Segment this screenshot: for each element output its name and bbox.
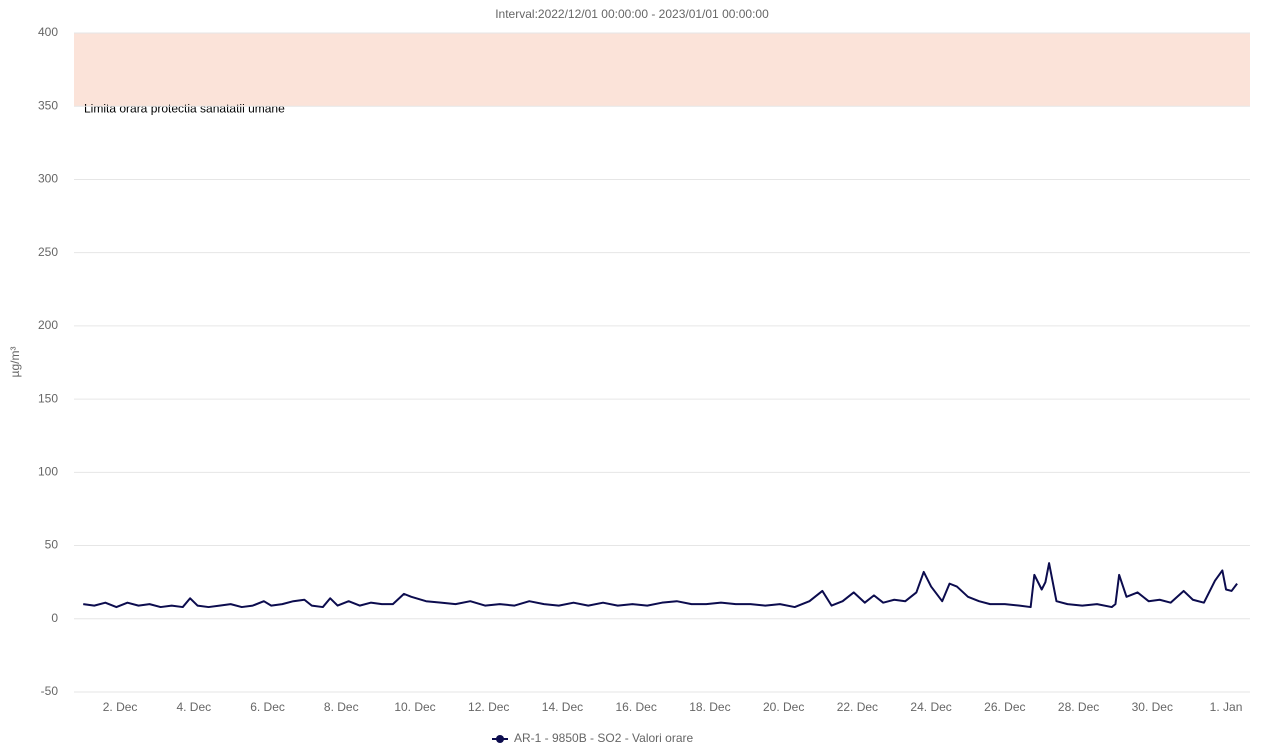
x-tick-label: 4. Dec xyxy=(176,700,211,714)
plot-band xyxy=(74,33,1250,107)
x-tick-label: 10. Dec xyxy=(394,700,435,714)
x-tick-label: 18. Dec xyxy=(689,700,730,714)
y-tick-label: 100 xyxy=(38,465,58,479)
y-tick-label: -50 xyxy=(41,684,59,698)
legend-label: AR-1 - 9850B - SO2 - Valori orare xyxy=(514,731,694,745)
x-tick-label: 20. Dec xyxy=(763,700,804,714)
x-tick-label: 1. Jan xyxy=(1210,700,1243,714)
chart-title: Interval:2022/12/01 00:00:00 - 2023/01/0… xyxy=(495,7,769,21)
x-tick-label: 28. Dec xyxy=(1058,700,1099,714)
x-tick-label: 30. Dec xyxy=(1132,700,1173,714)
x-tick-label: 8. Dec xyxy=(324,700,359,714)
x-tick-label: 22. Dec xyxy=(837,700,878,714)
x-tick-label: 2. Dec xyxy=(103,700,138,714)
y-tick-label: 200 xyxy=(38,318,58,332)
y-tick-label: 300 xyxy=(38,172,58,186)
y-tick-label: 350 xyxy=(38,98,58,112)
y-tick-label: 400 xyxy=(38,25,58,39)
x-tick-label: 12. Dec xyxy=(468,700,509,714)
x-tick-label: 16. Dec xyxy=(616,700,657,714)
y-tick-label: 50 xyxy=(45,538,59,552)
y-tick-label: 250 xyxy=(38,245,58,259)
legend-symbol xyxy=(496,735,504,743)
y-tick-label: 150 xyxy=(38,391,58,405)
y-tick-label: 0 xyxy=(51,611,58,625)
legend-item[interactable]: AR-1 - 9850B - SO2 - Valori orare xyxy=(492,731,694,745)
y-axis-label: µg/m³ xyxy=(8,347,22,378)
x-tick-label: 24. Dec xyxy=(910,700,951,714)
x-tick-label: 14. Dec xyxy=(542,700,583,714)
x-tick-label: 6. Dec xyxy=(250,700,285,714)
plot-band-label: Limita orara protectia sanatatii umane xyxy=(84,101,285,115)
x-tick-label: 26. Dec xyxy=(984,700,1025,714)
series-line xyxy=(83,562,1238,609)
